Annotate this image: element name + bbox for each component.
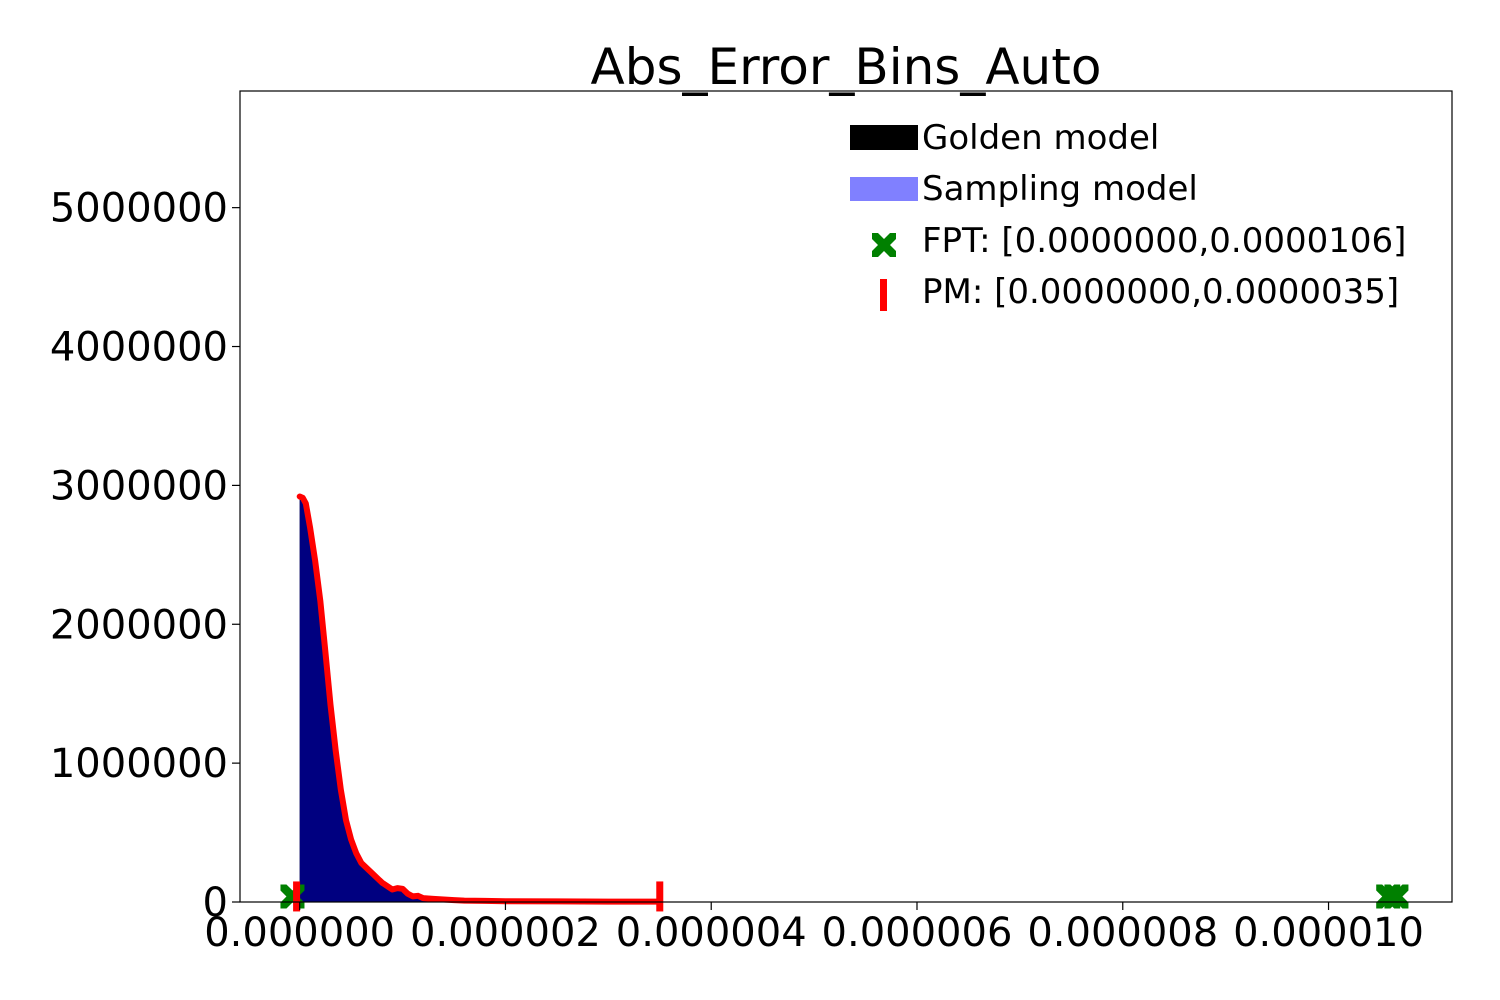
legend-marker-pm (880, 279, 887, 311)
legend-label-pm: PM: [0.0000000,0.0000035] (922, 272, 1399, 312)
legend-label-sampling-model: Sampling model (922, 169, 1198, 209)
legend-swatch-sampling-model (850, 177, 918, 201)
y-tick-label: 2000000 (50, 602, 228, 648)
x-tick-label: 0.000008 (1027, 910, 1218, 956)
legend-swatch-golden-model (850, 125, 918, 150)
pm-marker (293, 881, 301, 912)
plot-frame (239, 90, 1453, 903)
x-axis: 0.000000 0.000002 0.000004 0.000006 0.000008… (204, 902, 1424, 956)
legend-label-golden-model: Golden model (922, 118, 1159, 158)
x-tick-label: 0.000004 (616, 910, 807, 956)
x-tick-label: 0.000006 (822, 910, 1013, 956)
chart-title: Abs_Error_Bins_Auto (591, 38, 1102, 96)
area-sampling-model (299, 499, 506, 902)
legend-label-fpt: FPT: [0.0000000,0.0000106] (922, 221, 1406, 261)
plot-area (280, 493, 1409, 912)
legend-marker-fpt (872, 233, 896, 257)
x-tick-label: 0.000000 (204, 910, 395, 956)
legend: Golden model Sampling model FPT: [0.0000… (850, 118, 1406, 312)
y-tick-label: 4000000 (50, 325, 228, 371)
pm-marker (656, 881, 664, 912)
y-tick-label: 3000000 (50, 463, 228, 509)
y-tick-label: 0 (203, 880, 228, 926)
red-fit-line (296, 493, 663, 905)
x-tick-label: 0.000010 (1233, 910, 1424, 956)
y-tick-label: 5000000 (50, 186, 228, 232)
x-tick-label: 0.000002 (410, 910, 601, 956)
y-tick-label: 1000000 (50, 741, 228, 787)
y-axis: 0 1000000 2000000 3000000 4000000 5000000 (50, 186, 240, 926)
